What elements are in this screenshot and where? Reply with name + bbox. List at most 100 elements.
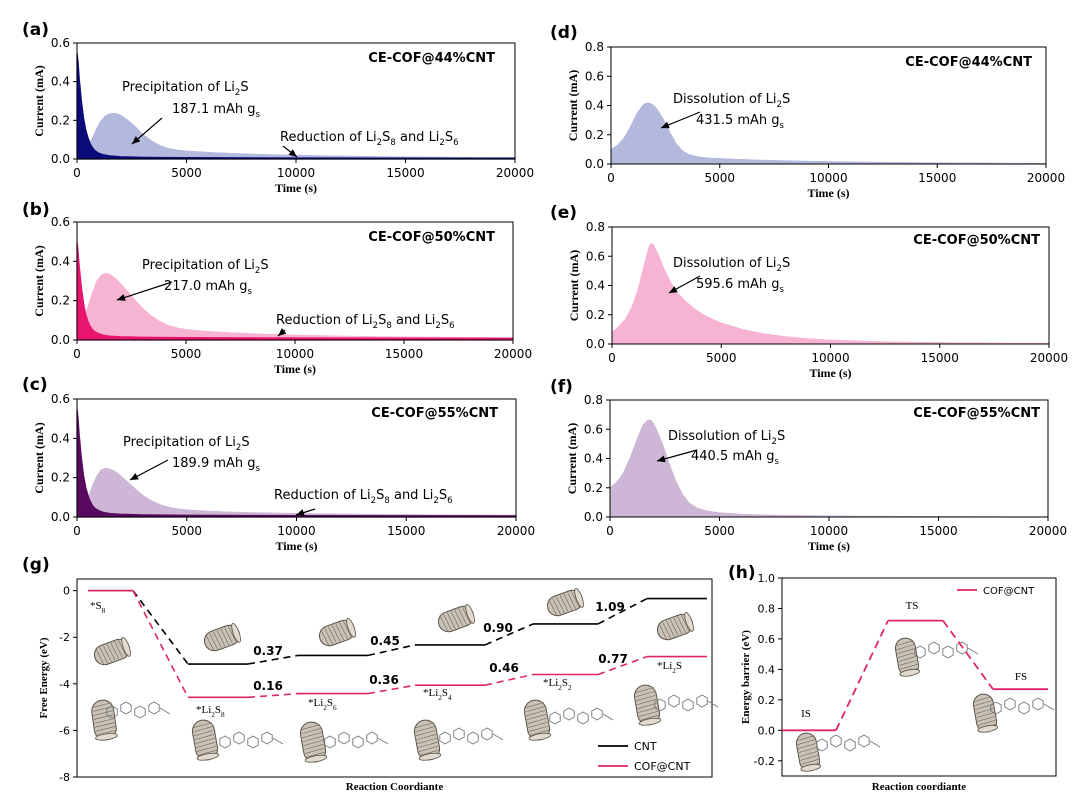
nanotube-ring [416,734,437,741]
panel-label: (c) [22,375,48,395]
nanotube-ring [110,642,120,660]
nanotube-ring [797,739,816,745]
arrow-head [669,286,678,293]
nanotube-ring [93,710,113,716]
y-axis-label: Energy barrier (eV) [740,630,752,724]
x-tick-label: 10000 [277,524,315,538]
nanotube-ring [213,631,222,648]
panel-f: 0 5000 10000 15000 20000 0.0 0.2 0.4 0.6 0.8 Time … [550,377,1067,553]
molecule-structure [549,707,614,725]
nanotube-ring [636,695,656,702]
x-axis-label: Time (s) [275,181,317,195]
molecule-ring [928,641,940,655]
arrow-head [296,509,305,516]
state-label: *Li2S [657,660,682,675]
panel-c: 0 5000 10000 15000 20000 0.0 0.2 0.4 0.6 Time (s)… [22,375,535,553]
x-tick-label: 10000 [810,524,848,538]
y-tick-label: 0.4 [51,431,70,445]
nanotube-ring [800,759,819,765]
molecule-ring [439,731,451,745]
nanotube-ring [673,617,683,635]
nanotube-ring [571,590,580,608]
series-area-2 [76,52,516,160]
nanotube-ring [556,596,565,613]
x-axis-label: Time (s) [274,362,316,376]
nanotube-end [800,763,822,772]
nanotube-structure [633,684,662,726]
arrow-head [657,455,666,463]
cof-barrier-value: 0.46 [489,661,519,675]
y-axis-label: Current (mA) [565,423,579,494]
energy-connector [484,623,534,646]
nanotube-ring [529,729,550,736]
series-area-1 [611,242,1050,345]
state-label: *S8 [90,600,106,615]
x-tick-label: 10000 [809,171,847,185]
molecule-bond [869,740,881,748]
nanotube-ring [669,619,679,636]
series-area-1 [610,102,1047,165]
nanotube-ring [525,706,545,713]
annotation-capacity: 217.0 mAh gs [164,279,253,297]
y-tick-label: 0.0 [584,510,603,524]
nanotube-ring [99,646,108,664]
energy-connector [597,655,648,676]
annotation-process: Dissolution of Li2S [673,256,790,274]
y-axis-label: Current (mA) [32,65,46,136]
annotation-capacity: 440.5 mAh gs [691,449,780,467]
molecule-ring [261,731,273,745]
molecule-ring [148,701,160,715]
molecule-ring [816,738,828,752]
nanotube-body [299,721,327,763]
nanotube-ring [94,718,114,724]
energy-connector [367,644,416,657]
x-tick-label: 20000 [1029,524,1067,538]
y-tick-label: 0.2 [51,113,70,127]
nanotube-ring [95,730,116,736]
cof-barrier-value: 0.36 [369,673,399,687]
nanotube-ring [677,616,686,633]
energy-connector [247,692,299,699]
y-tick-label: 0.8 [586,220,605,234]
x-tick-label: 5000 [704,171,735,185]
x-tick-label: 0 [606,524,614,538]
chart-title: CE-COF@44%CNT [905,55,1032,70]
legend-label: COF@CNT [634,760,691,773]
nanotube-ring [196,745,217,752]
panel-label: (a) [22,20,49,40]
nanotube-ring [899,660,917,666]
nanotube-ring [331,625,341,642]
molecule-ring [219,735,231,749]
y-tick-label: 0 [63,585,70,598]
y-tick-label: 0.6 [585,69,604,83]
chart-title: CE-COF@44%CNT [368,51,495,66]
x-tick-label: 5000 [706,351,737,365]
molecule-structure [219,731,284,749]
nanotube-ring [335,623,345,641]
molecule-ring [858,734,870,748]
y-tick-label: 0.6 [584,422,603,436]
cnt-barrier-value: 0.37 [253,644,283,658]
nanotube-structure [795,732,822,772]
arrow-head [117,294,126,301]
panel-e: 0 5000 10000 15000 20000 0.0 0.2 0.4 0.6 0.8 Time … [550,203,1068,380]
nanotube-ring [637,702,657,709]
energy-connector [132,590,189,698]
panel-h: 1.0 0.8 0.6 0.4 0.2 0.0 -0.2 Energy barrier (eV… [728,563,1057,793]
energy-connector [132,590,189,665]
nanotube-ring [302,736,323,743]
nanotube-ring [320,629,330,646]
nanotube-ring [798,743,816,749]
series-area-1 [76,272,514,341]
molecule-ring [467,731,479,745]
x-tick-label: 20000 [497,524,535,538]
nanotube-structure [894,637,921,677]
y-tick-label: 0.0 [51,152,70,166]
molecule-ring [453,727,465,741]
nanotube-structure [972,693,999,733]
panel-label: (b) [22,200,50,220]
nanotube-structure [546,588,584,617]
molecule-ring [956,641,968,655]
y-axis-label: Current (mA) [566,70,580,141]
nanotube-ring [636,699,657,706]
